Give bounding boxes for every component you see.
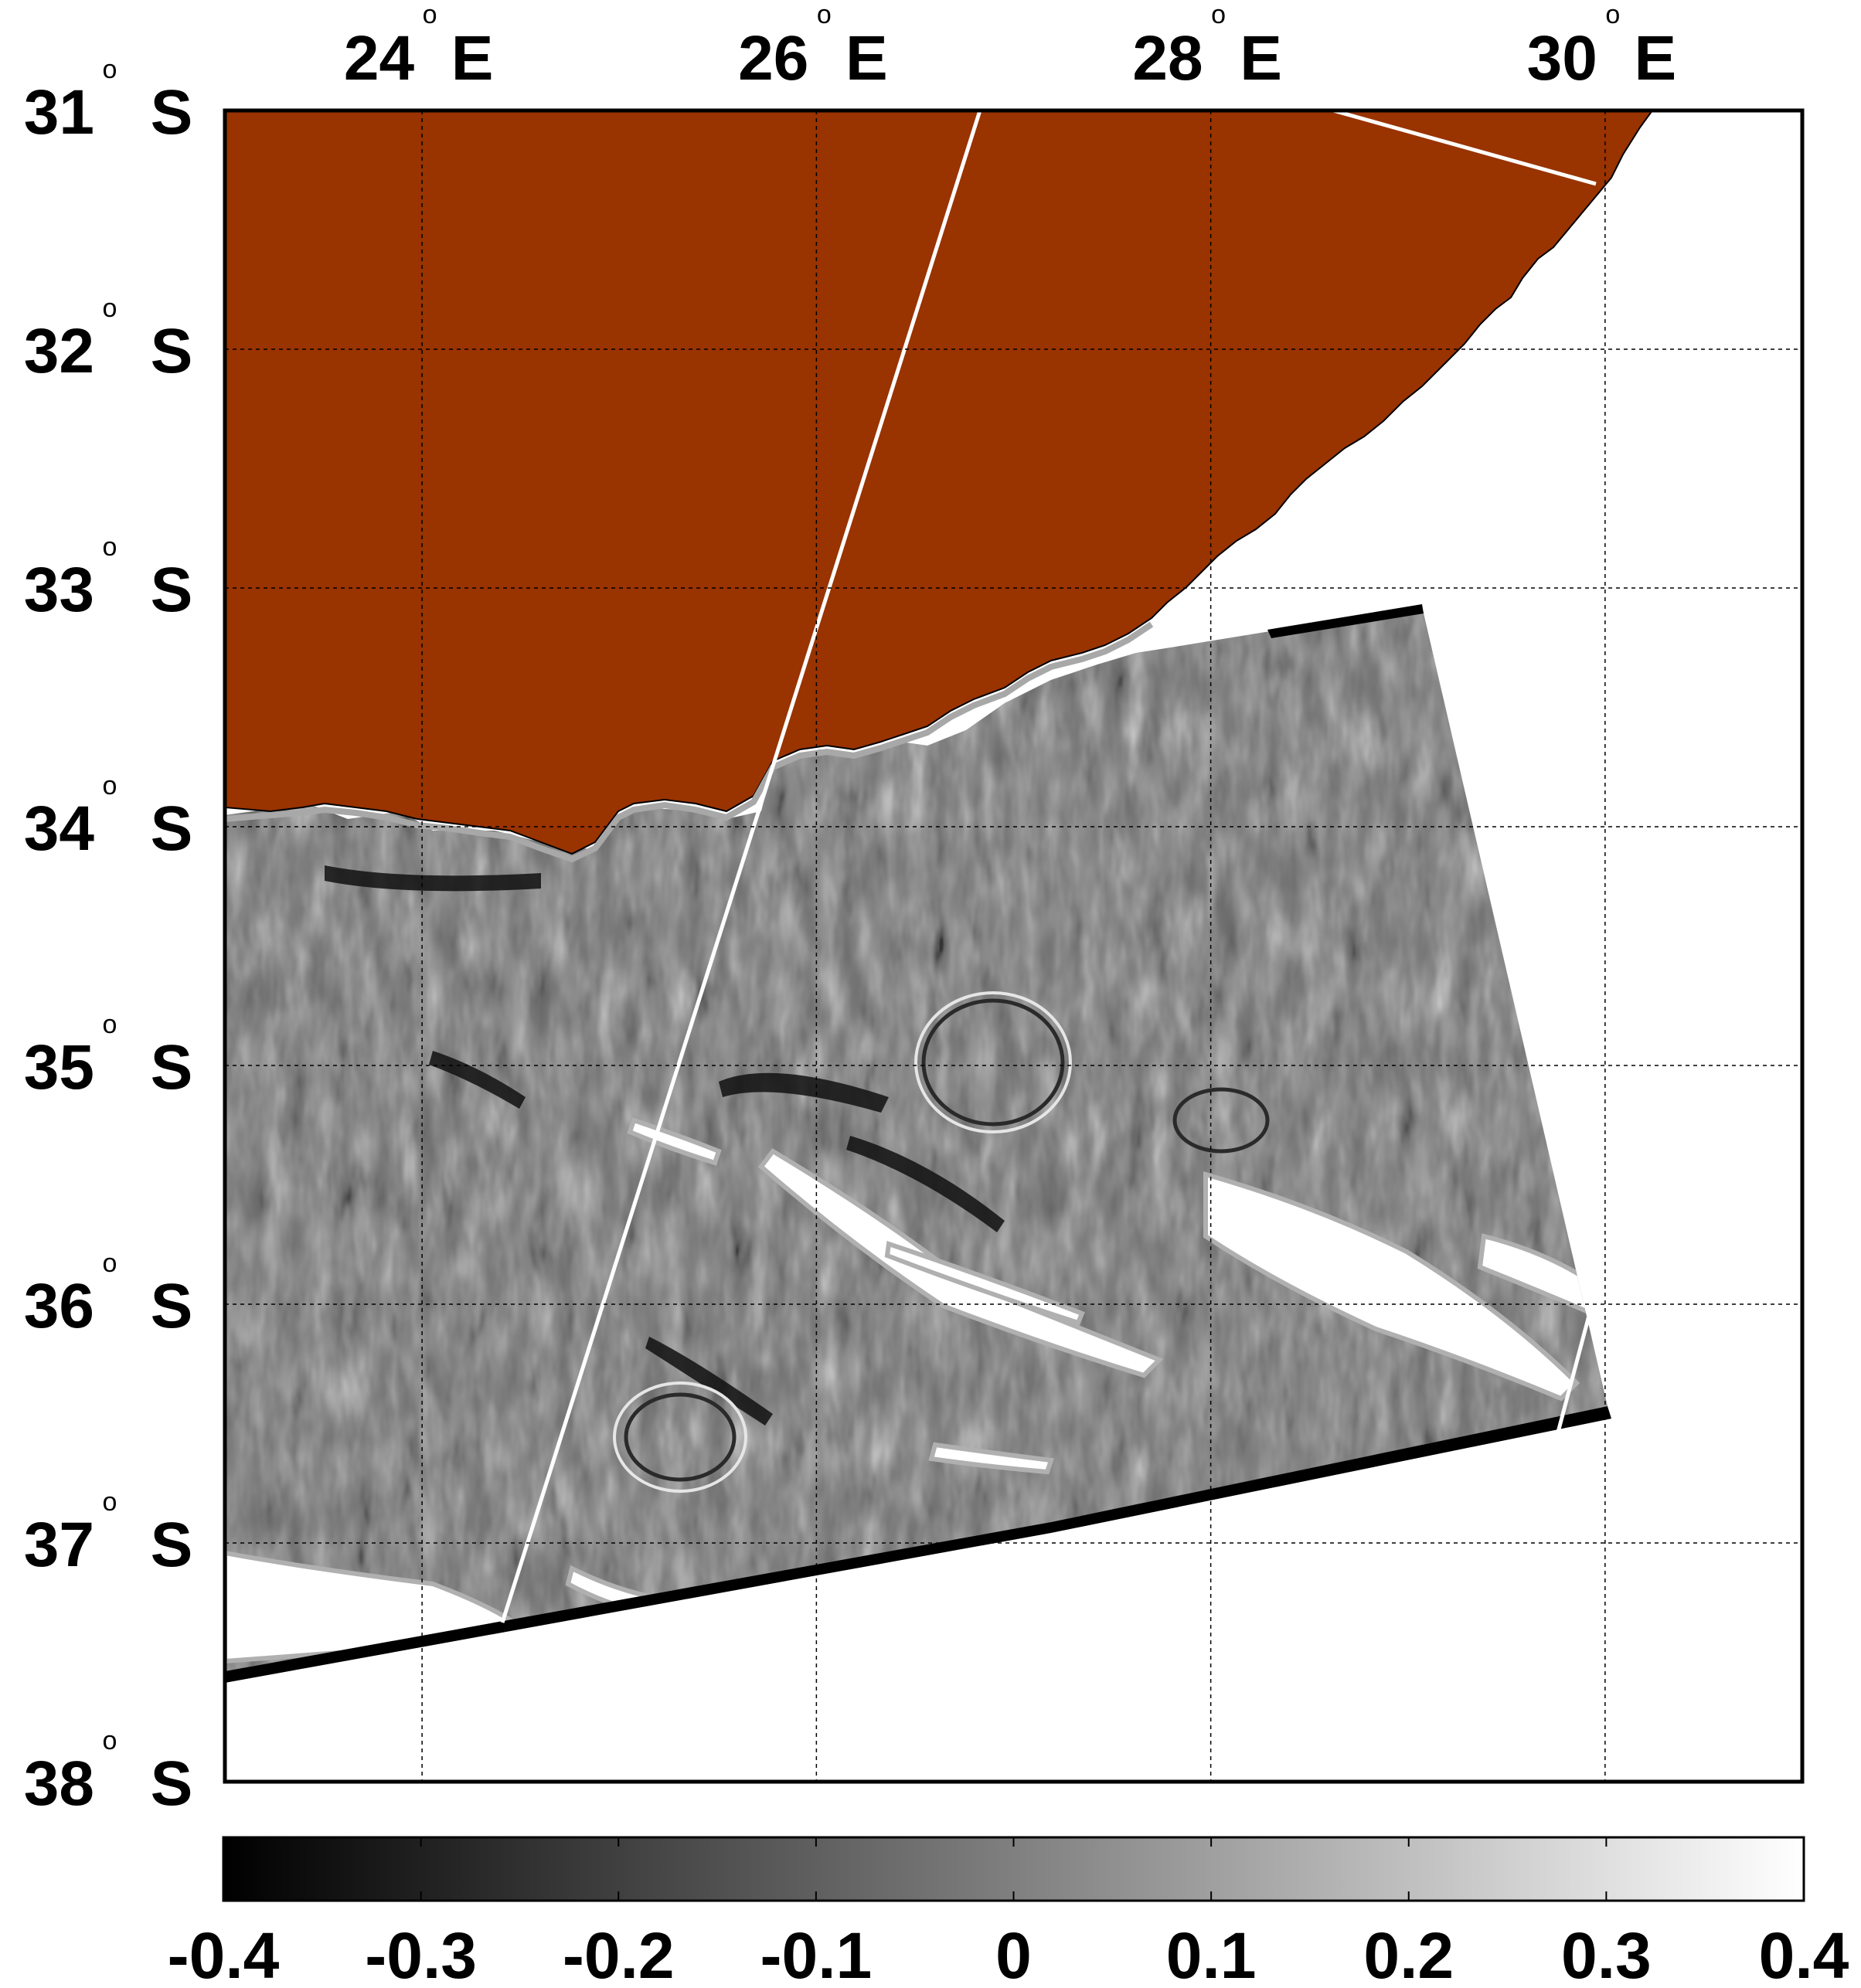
colorbar-tick-label: 0.2 bbox=[1363, 1919, 1454, 1988]
lon-label-number: 24 bbox=[344, 23, 415, 93]
colorbar-tick-label: -0.1 bbox=[760, 1919, 873, 1988]
eddies bbox=[624, 998, 1270, 1482]
lat-label-number: 34 bbox=[24, 794, 95, 864]
lon-label-number: 26 bbox=[738, 23, 808, 93]
latitude-labels: 31 o S 32 o S 33 o S 34 o S 35 o S 36 o S 37 o S 38 o S bbox=[24, 55, 193, 1819]
lon-label-number: 28 bbox=[1132, 23, 1203, 93]
lat-label-34: 34 o S bbox=[24, 771, 193, 864]
colorbar-tick-label: -0.4 bbox=[168, 1919, 280, 1988]
lat-label-38: 38 o S bbox=[24, 1726, 193, 1819]
land-mass bbox=[224, 110, 1654, 855]
lat-label-number: 38 bbox=[24, 1748, 94, 1819]
lat-label-hemisphere: S bbox=[151, 1032, 193, 1103]
colorbar-tick-label: 0.3 bbox=[1561, 1919, 1652, 1988]
lat-label-degree: o bbox=[103, 55, 117, 84]
lat-label-hemisphere: S bbox=[151, 1510, 193, 1580]
colorbar-tick-label: 0.4 bbox=[1759, 1919, 1849, 1988]
lon-label-24: 24 oE bbox=[344, 0, 494, 93]
cloud-streaks bbox=[225, 1117, 1594, 1664]
lat-label-degree: o bbox=[103, 1726, 117, 1755]
lat-label-degree: o bbox=[103, 532, 117, 562]
colorbar-tick-labels: -0.4 -0.3 -0.2 -0.1 0 0.1 0.2 0.3 0.4 bbox=[168, 1919, 1849, 1988]
lat-label-number: 32 bbox=[24, 316, 94, 386]
lat-label-31: 31 o S bbox=[24, 55, 193, 148]
lat-label-hemisphere: S bbox=[151, 794, 193, 864]
colorbar-gradient bbox=[222, 1836, 1805, 1902]
grid-lines bbox=[225, 110, 1802, 1782]
lat-label-degree: o bbox=[103, 771, 117, 800]
lon-label-hemisphere: E bbox=[451, 23, 494, 93]
lat-label-35: 35 o S bbox=[24, 1010, 193, 1103]
colorbar-tick-label: -0.2 bbox=[563, 1919, 675, 1988]
lon-label-degree: o bbox=[1211, 0, 1226, 29]
map-frame bbox=[223, 108, 1805, 1784]
lon-label-28: 28 oE bbox=[1132, 0, 1282, 93]
lon-label-30: 30 oE bbox=[1527, 0, 1677, 93]
lat-label-32: 32 o S bbox=[24, 294, 193, 386]
lon-label-number: 30 bbox=[1527, 23, 1597, 93]
lat-label-degree: o bbox=[103, 1249, 117, 1278]
lat-label-hemisphere: S bbox=[151, 1271, 193, 1341]
lat-label-number: 35 bbox=[24, 1032, 94, 1103]
lat-label-degree: o bbox=[103, 294, 117, 323]
coast-halo bbox=[224, 621, 1154, 863]
colorbar-tick-label: -0.3 bbox=[365, 1919, 477, 1988]
lat-label-hemisphere: S bbox=[151, 555, 193, 625]
lat-label-hemisphere: S bbox=[151, 77, 193, 148]
lat-label-33: 33 o S bbox=[24, 532, 193, 625]
lon-label-hemisphere: E bbox=[1240, 23, 1282, 93]
colorbar-tick-label: 0.1 bbox=[1166, 1919, 1257, 1988]
lon-label-26: 26 oE bbox=[738, 0, 888, 93]
lat-label-hemisphere: S bbox=[151, 1748, 193, 1819]
lon-label-hemisphere: E bbox=[845, 23, 888, 93]
ground-tracks bbox=[500, 108, 1602, 1623]
lat-label-number: 36 bbox=[24, 1271, 94, 1341]
eddy-highlights bbox=[613, 991, 1072, 1493]
lon-label-degree: o bbox=[1605, 0, 1620, 29]
lon-label-degree: o bbox=[817, 0, 832, 29]
lat-label-number: 31 bbox=[24, 77, 94, 148]
colorbar-tick-label: 0 bbox=[995, 1919, 1032, 1988]
swath-edge bbox=[225, 1406, 1611, 1683]
colorbar: -0.4 -0.3 -0.2 -0.1 0 0.1 0.2 0.3 0.4 bbox=[168, 1836, 1849, 1988]
swath-edge-top bbox=[1267, 604, 1424, 638]
lat-label-hemisphere: S bbox=[151, 316, 193, 386]
lon-label-degree: o bbox=[423, 0, 437, 29]
lat-label-37: 37 o S bbox=[24, 1487, 193, 1580]
colorbar-ticks bbox=[223, 1837, 1805, 1901]
lat-label-degree: o bbox=[103, 1010, 117, 1039]
lat-label-36: 36 o S bbox=[24, 1249, 193, 1341]
lat-label-number: 33 bbox=[24, 555, 94, 625]
lat-label-degree: o bbox=[103, 1487, 117, 1517]
lon-label-hemisphere: E bbox=[1635, 23, 1677, 93]
lat-label-number: 37 bbox=[24, 1510, 94, 1580]
